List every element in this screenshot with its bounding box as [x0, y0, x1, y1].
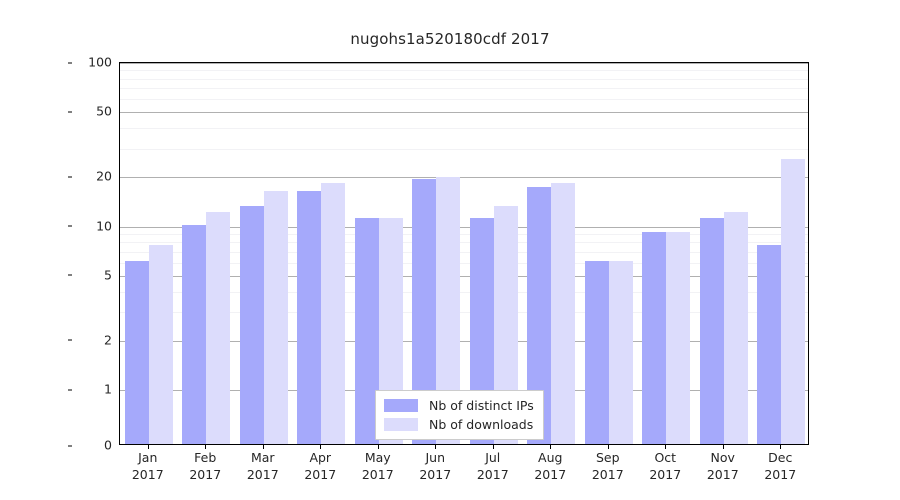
- y-tick-mark: [68, 274, 72, 276]
- legend-item-0[interactable]: Nb of distinct IPs: [384, 396, 534, 415]
- x-tick-jul: Jul 2017: [458, 445, 528, 483]
- y-tick-mark: [68, 389, 72, 391]
- x-tick-sep: Sep 2017: [573, 445, 643, 483]
- x-tick-mark: [780, 445, 782, 449]
- x-tick-month: Oct: [654, 450, 677, 465]
- x-tick-mark: [607, 445, 609, 449]
- y-tick-mark: [68, 111, 72, 113]
- bar-distinct-ips-may: [354, 217, 379, 444]
- x-tick-year: 2017: [764, 467, 797, 482]
- x-tick-month: Jul: [485, 450, 501, 465]
- y-tick-label-20: 20: [68, 169, 112, 184]
- x-tick-mark: [262, 445, 264, 449]
- x-axis-ticks: Jan 2017 Feb 2017 Mar 2017 Apr 2017 May 2017 Jun 20…: [119, 445, 809, 495]
- x-tick-may: May 2017: [343, 445, 413, 483]
- x-tick-mar: Mar 2017: [228, 445, 298, 483]
- bar-downloads-jan: [148, 244, 173, 444]
- x-tick-month: Apr: [309, 450, 332, 465]
- y-tick-label-2: 2: [68, 332, 112, 347]
- y-tick-label-1: 1: [68, 382, 112, 397]
- y-tick-mark: [68, 62, 72, 63]
- y-tick-mark: [68, 339, 72, 341]
- x-tick-month: Feb: [194, 450, 217, 465]
- bar-distinct-ips-jan: [124, 260, 149, 444]
- x-tick-year: 2017: [131, 467, 164, 482]
- x-tick-feb: Feb 2017: [170, 445, 240, 483]
- y-tick-label-5: 5: [68, 267, 112, 282]
- y-axis-ticks: 0 1 2 5 10 20 50 100: [68, 55, 112, 453]
- x-tick-jan: Jan 2017: [113, 445, 183, 483]
- bar-distinct-ips-mar: [239, 205, 264, 444]
- x-tick-mark: [550, 445, 552, 449]
- legend-item-1[interactable]: Nb of downloads: [384, 415, 534, 434]
- x-tick-mark: [205, 445, 207, 449]
- bar-downloads-oct: [666, 232, 691, 444]
- x-tick-year: 2017: [706, 467, 739, 482]
- x-tick-year: 2017: [476, 467, 509, 482]
- legend-label-ips: Nb of distinct IPs: [429, 398, 534, 413]
- x-tick-aug: Aug 2017: [515, 445, 585, 483]
- x-tick-month: Jun: [425, 450, 446, 465]
- x-tick-year: 2017: [591, 467, 624, 482]
- bar-downloads-apr: [321, 182, 346, 444]
- y-tick-label-0: 0: [68, 438, 112, 453]
- chart-legend: Nb of distinct IPs Nb of downloads: [375, 390, 544, 440]
- x-tick-nov: Nov 2017: [688, 445, 758, 483]
- bar-downloads-sep: [608, 260, 633, 444]
- y-tick-label-100: 100: [68, 55, 112, 70]
- legend-swatch-icon-downloads: [384, 418, 418, 431]
- y-tick-mark: [68, 445, 72, 446]
- x-tick-mark: [665, 445, 667, 449]
- bar-distinct-ips-nov: [699, 217, 724, 444]
- legend-label-downloads: Nb of downloads: [429, 417, 534, 432]
- y-tick-mark: [68, 176, 72, 178]
- bar-distinct-ips-sep: [584, 260, 609, 444]
- x-tick-mark: [435, 445, 437, 449]
- x-tick-year: 2017: [419, 467, 452, 482]
- page-title: nugohs1a520180cdf 2017: [350, 30, 550, 48]
- bar-downloads-dec: [781, 159, 806, 444]
- bar-distinct-ips-feb: [182, 224, 207, 444]
- x-tick-mark: [492, 445, 494, 449]
- x-tick-month: May: [364, 450, 391, 465]
- x-tick-oct: Oct 2017: [630, 445, 700, 483]
- x-tick-apr: Apr 2017: [285, 445, 355, 483]
- x-tick-mark: [377, 445, 379, 449]
- y-tick-mark: [68, 225, 72, 227]
- x-tick-mark: [320, 445, 322, 449]
- x-tick-year: 2017: [304, 467, 337, 482]
- bars-layer: [120, 63, 808, 444]
- x-tick-year: 2017: [534, 467, 567, 482]
- bar-downloads-feb: [206, 211, 231, 444]
- x-tick-month: Mar: [250, 450, 275, 465]
- bar-distinct-ips-dec: [757, 244, 782, 444]
- bar-downloads-aug: [551, 182, 576, 444]
- y-tick-label-10: 10: [68, 218, 112, 233]
- x-tick-month: Jan: [138, 450, 158, 465]
- x-tick-month: Sep: [595, 450, 620, 465]
- x-tick-dec: Dec 2017: [745, 445, 815, 483]
- legend-swatch-icon-ips: [384, 399, 418, 412]
- bar-distinct-ips-apr: [297, 191, 322, 444]
- x-tick-year: 2017: [649, 467, 682, 482]
- y-tick-label-50: 50: [68, 104, 112, 119]
- x-tick-year: 2017: [361, 467, 394, 482]
- x-tick-month: Aug: [538, 450, 563, 465]
- bar-downloads-nov: [723, 211, 748, 444]
- x-tick-month: Dec: [768, 450, 793, 465]
- bar-downloads-mar: [263, 191, 288, 444]
- x-tick-month: Nov: [710, 450, 735, 465]
- plot-area: [119, 62, 809, 445]
- x-tick-mark: [147, 445, 149, 449]
- x-tick-year: 2017: [246, 467, 279, 482]
- bar-distinct-ips-oct: [642, 232, 667, 444]
- x-tick-year: 2017: [189, 467, 222, 482]
- x-tick-jun: Jun 2017: [400, 445, 470, 483]
- x-tick-mark: [722, 445, 724, 449]
